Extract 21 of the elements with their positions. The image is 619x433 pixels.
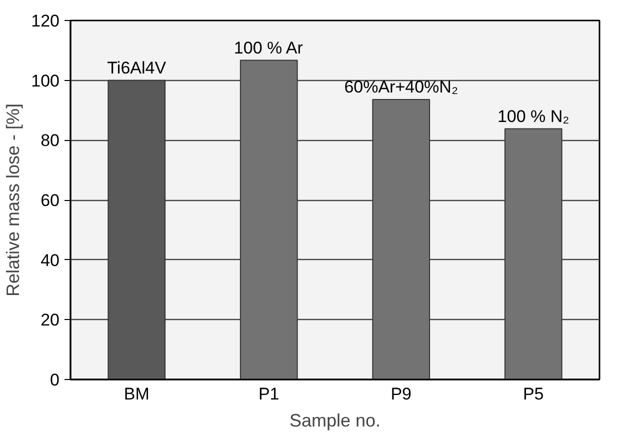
annotation: 60%Ar+40%N₂ [344, 77, 458, 96]
x-tick-label: BM [124, 384, 150, 404]
y-tick-label: 20 [40, 310, 60, 330]
bar [240, 60, 298, 380]
bar [372, 98, 430, 380]
annotation: Ti6Al4V [107, 58, 167, 78]
y-tick-label: 100 [31, 71, 60, 90]
y-tick-label: 60 [40, 191, 60, 210]
bar [504, 128, 562, 380]
annotation: 100 % Ar [234, 38, 304, 58]
y-tick-label: 0 [50, 370, 60, 390]
y-tick-label: 120 [31, 12, 60, 30]
annotation: 100 % N₂ [497, 106, 570, 126]
x-tick-label: P5 [522, 384, 544, 404]
x-tick-label: P9 [390, 384, 412, 404]
y-axis-title: Relative mass lose - [%] [3, 103, 24, 297]
x-tick-label: P1 [258, 384, 280, 404]
y-tick-label: 80 [40, 131, 60, 150]
x-axis-title: Sample no. [289, 410, 381, 430]
bar [108, 80, 166, 380]
y-tick-label: 40 [40, 250, 60, 270]
